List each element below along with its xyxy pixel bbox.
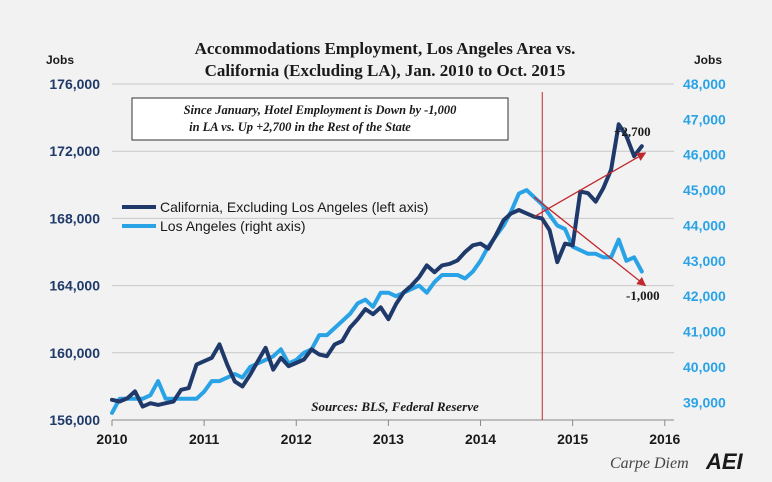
series-group	[110, 122, 644, 415]
y-right-axis-title: Jobs	[694, 53, 722, 67]
brand-logo: AEI	[705, 449, 744, 474]
legend-label-california: California, Excluding Los Angeles (left …	[160, 199, 428, 215]
x-tick-label: 2011	[189, 431, 220, 447]
y-left-axis-title: Jobs	[46, 53, 74, 67]
annotation-line1: Since January, Hotel Employment is Down …	[184, 103, 458, 117]
y-left-tick-label: 160,000	[49, 345, 100, 361]
x-tick-label: 2013	[373, 431, 404, 447]
y-right-tick-label: 48,000	[683, 76, 726, 92]
y-right-tick-label: 39,000	[683, 394, 726, 410]
y-left-axis: 156,000 160,000 164,000 168,000 172,000 176,0…	[49, 76, 100, 428]
y-left-tick-label: 172,000	[49, 143, 100, 159]
x-axis: 2010 2011 2012 2013 2014 2015 2016	[96, 420, 681, 447]
legend: California, Excluding Los Angeles (left …	[122, 199, 428, 234]
source-note: Sources: BLS, Federal Reserve	[311, 399, 479, 414]
y-right-tick-label: 41,000	[683, 324, 726, 340]
chart-title-line1: Accommodations Employment, Los Angeles A…	[195, 39, 576, 58]
y-right-tick-label: 46,000	[683, 147, 726, 163]
series-line-california	[110, 122, 644, 409]
annotation-box: Since January, Hotel Employment is Down …	[131, 97, 509, 141]
y-right-tick-label: 44,000	[683, 217, 726, 233]
x-tick-label: 2012	[281, 431, 312, 447]
end-label-down: -1,000	[626, 288, 660, 303]
series-line-los-angeles	[110, 188, 644, 415]
x-tick-label: 2010	[96, 431, 127, 447]
y-left-tick-label: 156,000	[49, 412, 100, 428]
trend-arrow-down	[533, 196, 647, 287]
x-tick-label: 2015	[557, 431, 588, 447]
brand-text: Carpe Diem	[610, 455, 689, 472]
annotation-line2: in LA vs. Up +2,700 in the Rest of the S…	[189, 120, 411, 134]
y-right-tick-label: 40,000	[683, 359, 726, 375]
legend-label-los-angeles: Los Angeles (right axis)	[160, 218, 306, 234]
x-tick-label: 2014	[465, 431, 496, 447]
y-right-tick-label: 47,000	[683, 111, 726, 127]
y-right-axis: 39,000 40,000 41,000 42,000 43,000 44,000 45,0…	[683, 76, 726, 410]
chart-title-line2: California (Excluding LA), Jan. 2010 to …	[205, 61, 566, 80]
y-left-tick-label: 176,000	[49, 76, 100, 92]
y-right-tick-label: 42,000	[683, 288, 726, 304]
end-label-up: +2,700	[614, 124, 651, 139]
x-tick-label: 2016	[649, 431, 680, 447]
y-left-tick-label: 168,000	[49, 210, 100, 226]
y-right-tick-label: 45,000	[683, 182, 726, 198]
y-left-tick-label: 164,000	[49, 278, 100, 294]
y-right-tick-label: 43,000	[683, 253, 726, 269]
trend-arrow-up	[533, 152, 647, 218]
